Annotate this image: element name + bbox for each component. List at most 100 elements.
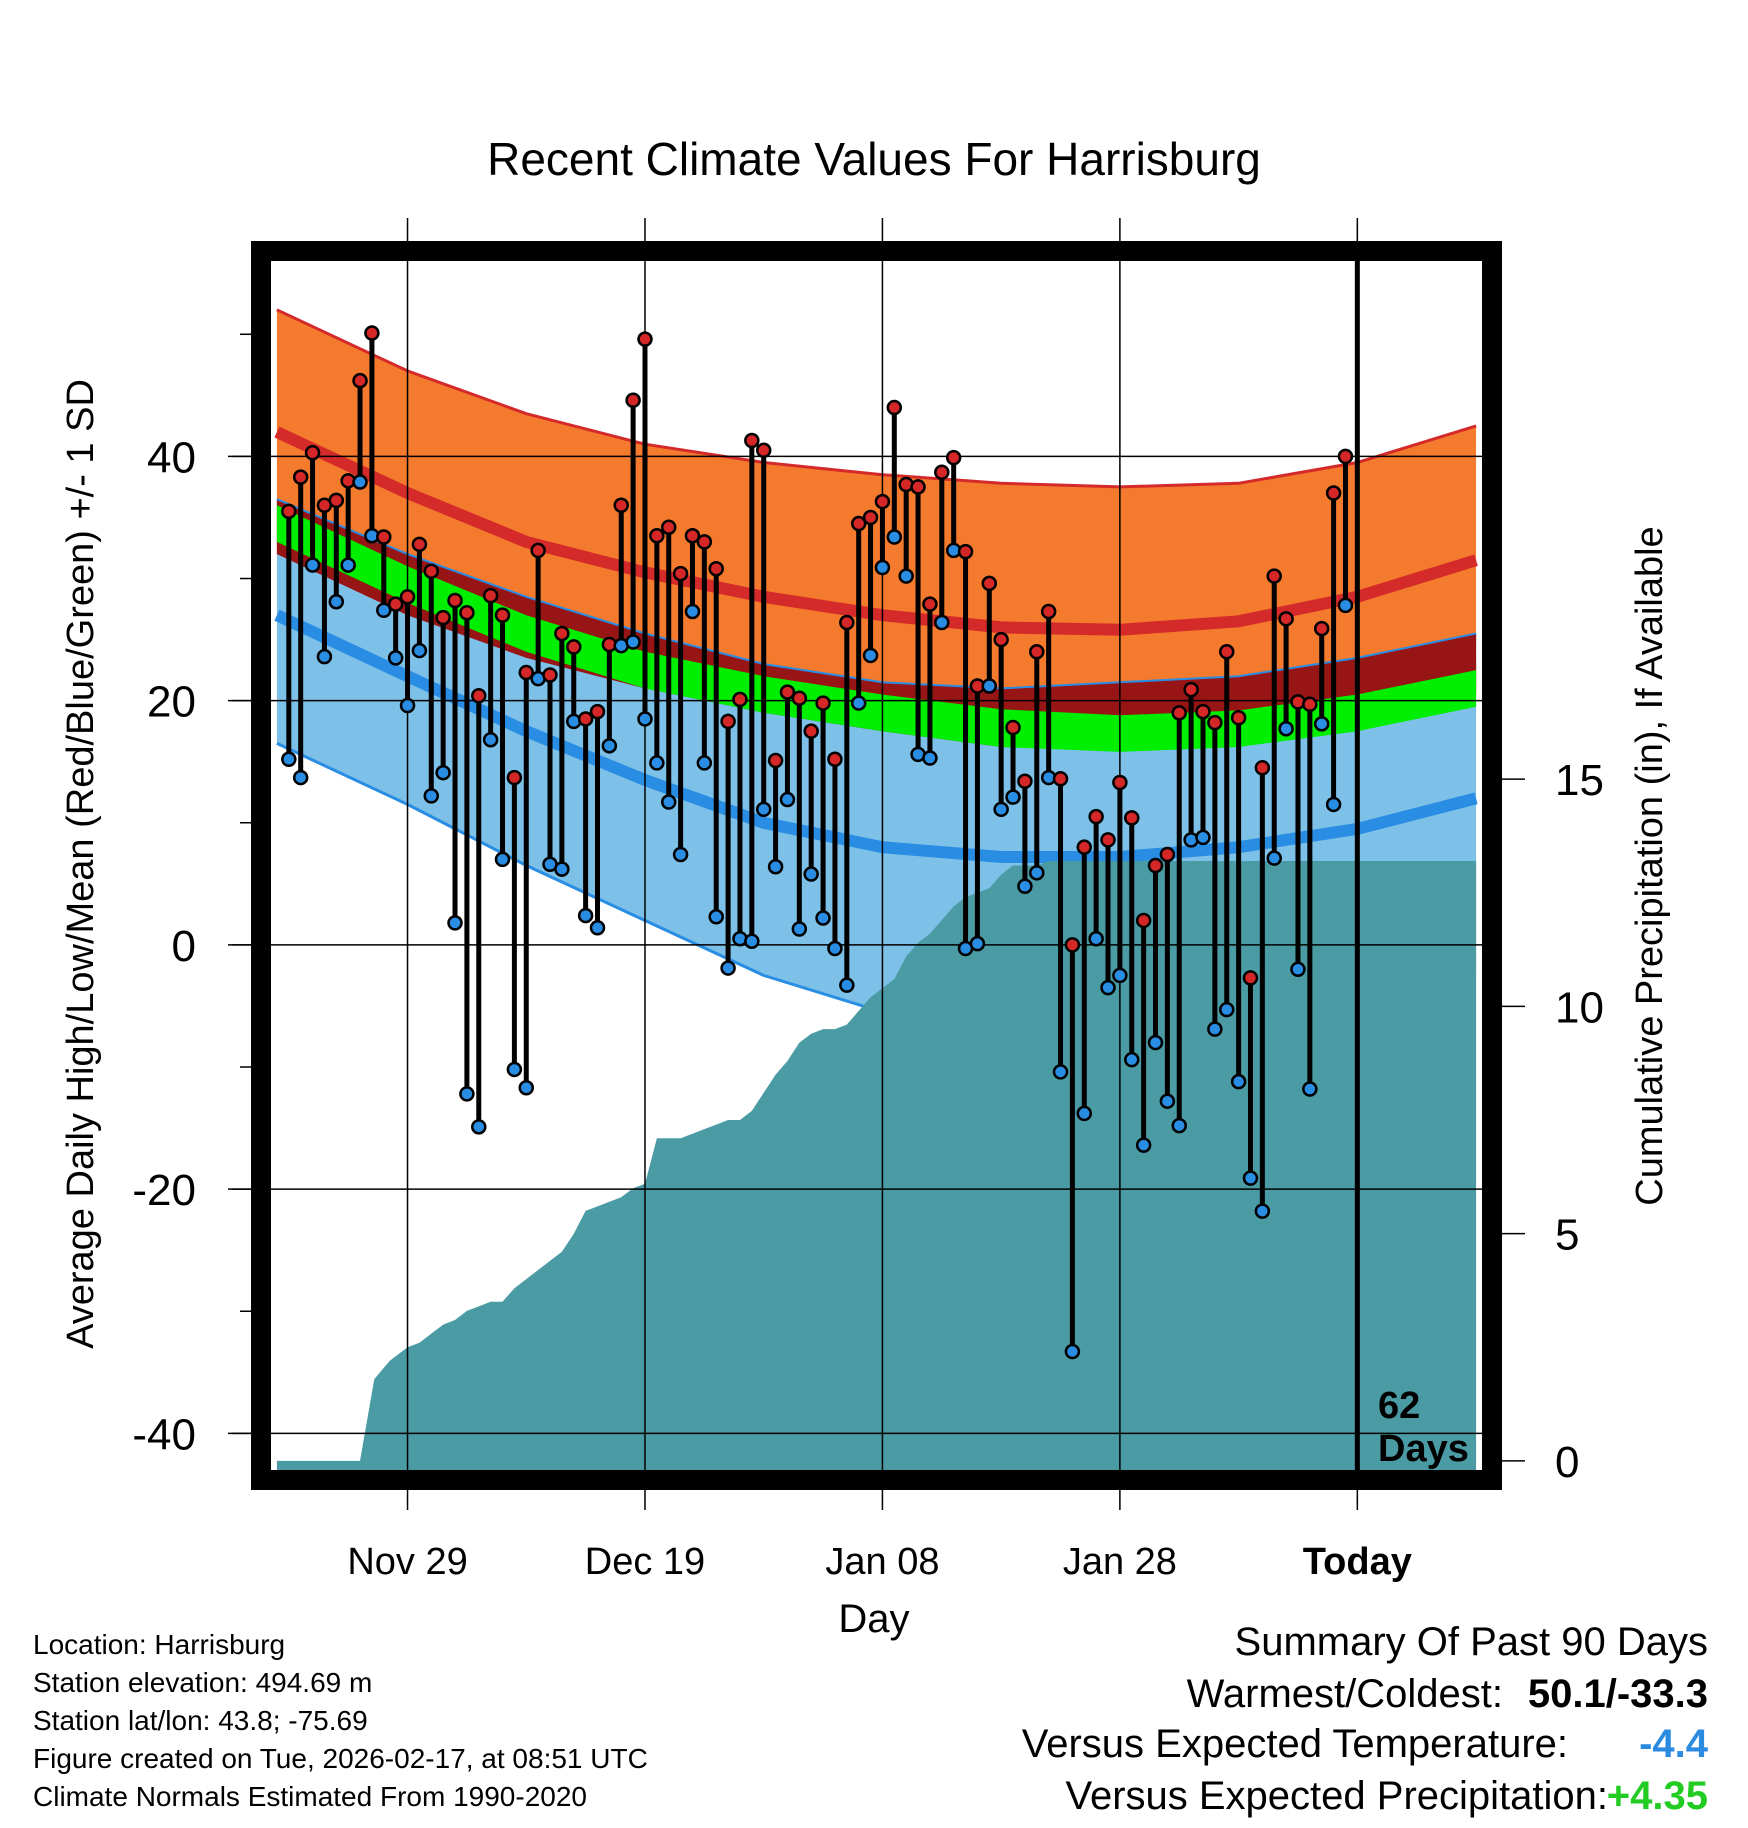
high-point: [364, 325, 380, 341]
high-point: [376, 529, 392, 545]
low-point: [934, 614, 950, 631]
x-tick-label: Dec 19: [585, 1541, 705, 1583]
footer-normals: Climate Normals Estimated From 1990-2020: [33, 1781, 587, 1812]
x-tick-label: Today: [1303, 1541, 1412, 1583]
high-point: [1195, 703, 1211, 720]
high-point: [625, 392, 641, 408]
summary-precip-value: +4.35: [1606, 1774, 1708, 1818]
high-point: [423, 563, 440, 579]
low-point: [1278, 720, 1294, 737]
footer-elevation: Station elevation: 494.69 m: [33, 1667, 373, 1698]
y2-tick-label: 10: [1555, 983, 1604, 1032]
low-point: [423, 788, 440, 804]
low-point: [1052, 1064, 1069, 1080]
high-point: [1325, 485, 1342, 501]
low-point: [1230, 1073, 1247, 1090]
days-count-word: Days: [1378, 1428, 1469, 1470]
low-point: [340, 557, 356, 573]
overlap-band: [276, 499, 1477, 750]
high-point: [459, 604, 475, 621]
high-point: [352, 372, 368, 389]
low-point: [898, 568, 914, 584]
low-point: [684, 603, 701, 620]
footer-created: Figure created on Tue, 2026-02-17, at 08…: [33, 1743, 648, 1774]
x-tick-label: Jan 08: [825, 1541, 939, 1583]
high-point: [494, 607, 511, 623]
high-point: [779, 684, 796, 700]
low-point: [447, 915, 463, 931]
high-point: [945, 449, 962, 466]
high-point: [803, 723, 819, 739]
high-point: [684, 528, 701, 544]
high-point: [862, 509, 879, 526]
high-point: [1088, 808, 1104, 825]
low-point: [744, 933, 760, 949]
x-tick-label: Jan 28: [1063, 1541, 1177, 1583]
low-point: [601, 738, 618, 754]
high-point: [850, 515, 867, 532]
low-point: [696, 755, 713, 771]
high-point: [1029, 644, 1045, 660]
high-point: [506, 769, 523, 786]
low-point: [281, 751, 297, 768]
low-point: [328, 593, 345, 610]
low-point: [589, 920, 606, 936]
high-point: [1242, 970, 1259, 986]
high-point: [708, 560, 724, 577]
high-point: [1171, 705, 1187, 721]
low-point: [506, 1061, 523, 1078]
low-point: [471, 1119, 487, 1135]
low-point: [1266, 850, 1282, 866]
low-point: [435, 764, 451, 781]
high-point: [518, 664, 535, 681]
low-point: [839, 977, 855, 993]
low-point: [1159, 1093, 1176, 1109]
high-point: [755, 442, 772, 459]
high-point: [767, 752, 784, 769]
low-point: [708, 909, 724, 925]
low-point: [1242, 1170, 1259, 1186]
summary-warmest-label: Warmest/Coldest:: [1186, 1672, 1503, 1716]
high-point: [447, 592, 463, 609]
high-point: [744, 432, 760, 449]
low-point: [376, 602, 392, 619]
high-point: [1017, 773, 1033, 789]
high-point: [922, 596, 938, 612]
y2-tick-label: 5: [1555, 1211, 1579, 1260]
summary-warmest-value: 50.1/-33.3: [1527, 1672, 1708, 1716]
days-count-number: 62: [1378, 1385, 1420, 1427]
low-point: [1076, 1105, 1093, 1122]
high-point: [292, 469, 309, 485]
y-tick-label: -20: [132, 1166, 196, 1215]
high-point: [637, 331, 653, 347]
x-tick-label: Nov 29: [347, 1541, 467, 1583]
high-point: [1135, 912, 1152, 929]
low-point: [316, 648, 333, 665]
high-point: [981, 575, 998, 592]
summary-temp-value: -4.4: [1639, 1722, 1708, 1766]
low-point: [779, 791, 796, 808]
high-point: [1005, 719, 1021, 736]
high-point: [1254, 760, 1271, 776]
low-point: [1254, 1203, 1271, 1219]
low-point: [1124, 1051, 1140, 1068]
high-point: [399, 589, 416, 605]
high-point: [827, 751, 843, 768]
high-point: [542, 667, 558, 683]
plot-frame: [251, 241, 1502, 1490]
high-point: [696, 534, 713, 550]
low-point: [387, 650, 404, 666]
high-point: [530, 542, 546, 559]
high-point: [993, 631, 1009, 648]
high-point: [1064, 937, 1081, 953]
low-point: [886, 529, 903, 545]
low-point: [827, 940, 843, 957]
y-tick-label: 40: [147, 433, 196, 482]
high-point: [957, 543, 974, 560]
low-point: [1017, 878, 1033, 895]
low-point: [1218, 1001, 1235, 1018]
high-point: [791, 690, 808, 706]
low-point: [1112, 967, 1128, 984]
high-point: [304, 444, 321, 461]
